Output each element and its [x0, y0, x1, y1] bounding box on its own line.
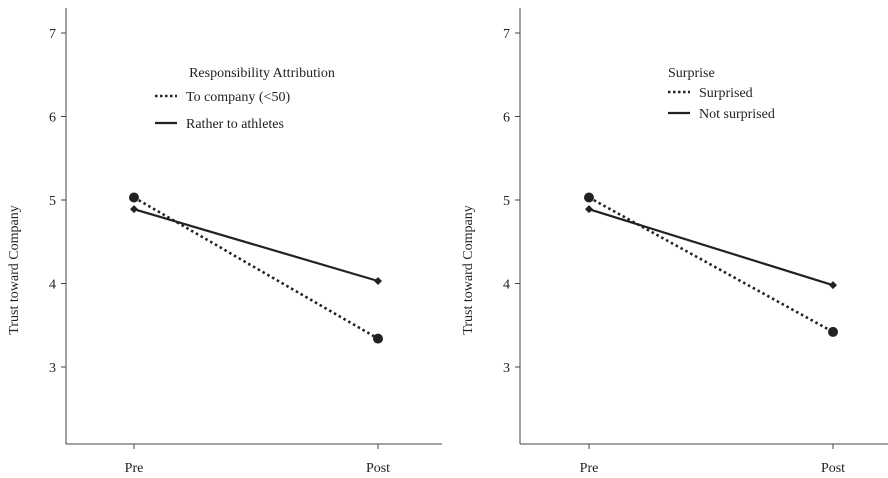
y-tick-label: 4	[503, 278, 510, 293]
data-point-circle	[373, 333, 383, 344]
data-point-diamond	[130, 205, 138, 214]
x-tick-label: Pre	[125, 461, 144, 476]
legend-label-2: Rather to athletes	[186, 117, 284, 132]
x-tick-label: Post	[366, 461, 390, 476]
data-point-diamond	[374, 276, 382, 285]
chart-left: 3 4 5 6 7 Pre Post Trust toward Company Responsi…	[7, 8, 442, 476]
data-point-diamond	[829, 281, 837, 290]
x-tick-label: Pre	[580, 461, 599, 476]
series-line-2	[133, 208, 379, 283]
y-tick-label: 3	[49, 361, 56, 376]
y-axis-title: Trust toward Company	[7, 205, 22, 334]
y-tick-label: 5	[503, 194, 510, 209]
chart-right: 3 4 5 6 7 Pre Post Trust toward Company Surprise…	[461, 8, 888, 476]
y-tick-label: 4	[49, 278, 56, 293]
legend-label-1: To company (<50)	[186, 90, 290, 105]
y-tick-label: 5	[49, 194, 56, 209]
y-axis-title: Trust toward Company	[461, 205, 476, 334]
legend-label-2: Not surprised	[699, 107, 775, 122]
y-tick-label: 7	[49, 27, 56, 42]
data-point-diamond	[585, 205, 593, 214]
y-tick-label: 7	[503, 27, 510, 42]
data-point-circle	[584, 192, 594, 203]
y-tick-label: 6	[49, 111, 56, 126]
legend-label-1: Surprised	[699, 86, 753, 101]
series-line-1	[133, 196, 379, 340]
data-point-circle	[828, 326, 838, 337]
y-tick-label: 3	[503, 361, 510, 376]
x-tick-label: Post	[821, 461, 845, 476]
series-line-2	[588, 208, 834, 287]
legend-title: Responsibility Attribution	[189, 66, 335, 81]
legend-title: Surprise	[668, 66, 715, 81]
series-line-1	[588, 196, 834, 334]
y-tick-label: 6	[503, 111, 510, 126]
data-point-circle	[129, 192, 139, 203]
